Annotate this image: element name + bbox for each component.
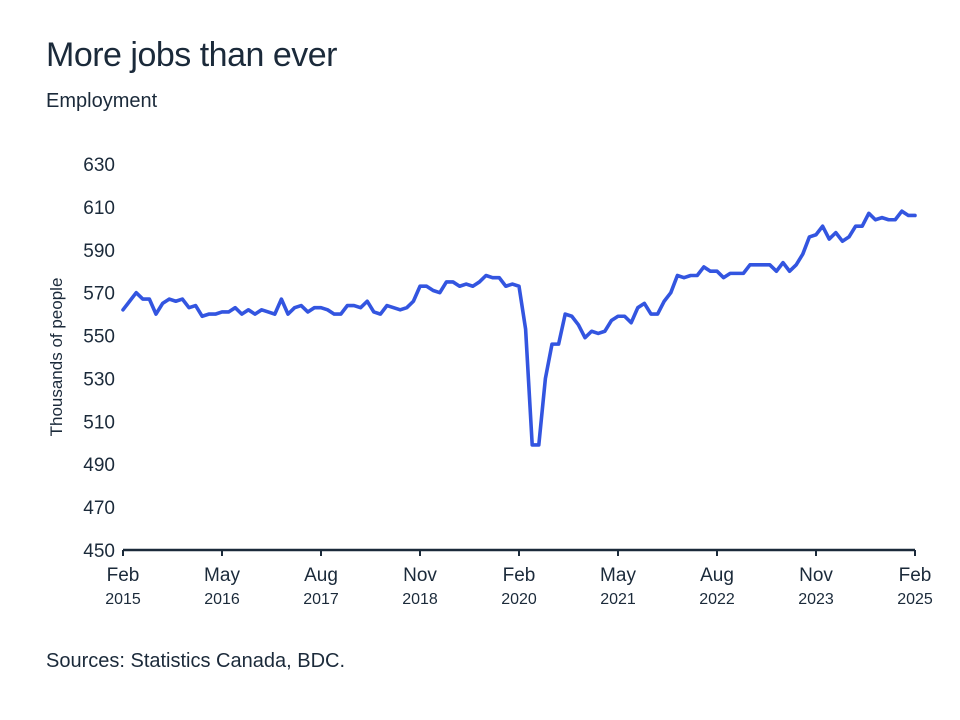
x-tick-label-year: 2020 (501, 591, 537, 608)
x-tick-label-month: Aug (700, 565, 734, 586)
x-tick-label-year: 2016 (204, 591, 240, 608)
y-tick-label: 630 (83, 155, 115, 176)
x-tick-label-year: 2017 (303, 591, 339, 608)
y-axis-label: Thousands of people (47, 278, 66, 437)
x-tick-label-year: 2015 (105, 591, 141, 608)
y-tick-label: 590 (83, 241, 115, 262)
y-tick-label: 490 (83, 455, 115, 476)
y-tick-label: 610 (83, 198, 115, 219)
chart-subtitle: Employment (46, 90, 158, 112)
x-tick-label-month: Feb (107, 565, 140, 586)
y-tick-label: 530 (83, 369, 115, 390)
y-tick-label: 510 (83, 412, 115, 433)
x-tick-label-year: 2021 (600, 591, 636, 608)
x-tick-label-year: 2022 (699, 591, 735, 608)
x-tick-label-month: Feb (503, 565, 536, 586)
x-tick-label-month: Aug (304, 565, 338, 586)
x-tick-label-month: May (204, 565, 240, 586)
y-tick-label: 450 (83, 541, 115, 562)
x-tick-label-month: Feb (899, 565, 932, 586)
y-tick-label: 470 (83, 498, 115, 519)
x-tick-label-year: 2018 (402, 591, 438, 608)
chart-title: More jobs than ever (46, 36, 338, 74)
x-tick-label-year: 2025 (897, 591, 933, 608)
x-tick-label-year: 2023 (798, 591, 834, 608)
y-axis: 450 470 490 510 530 550 570 590 610 630 (83, 155, 115, 562)
x-tick-label-month: May (600, 565, 636, 586)
x-tick-label-month: Nov (799, 565, 833, 586)
x-axis: Feb 2015 May 2016 Aug 2017 Nov 2018 Feb 2020 May 20… (105, 548, 933, 608)
y-tick-label: 570 (83, 284, 115, 305)
y-tick-label: 550 (83, 327, 115, 348)
x-tick-label-month: Nov (403, 565, 437, 586)
source-note: Sources: Statistics Canada, BDC. (46, 650, 346, 672)
series-line-employment (121, 209, 917, 447)
